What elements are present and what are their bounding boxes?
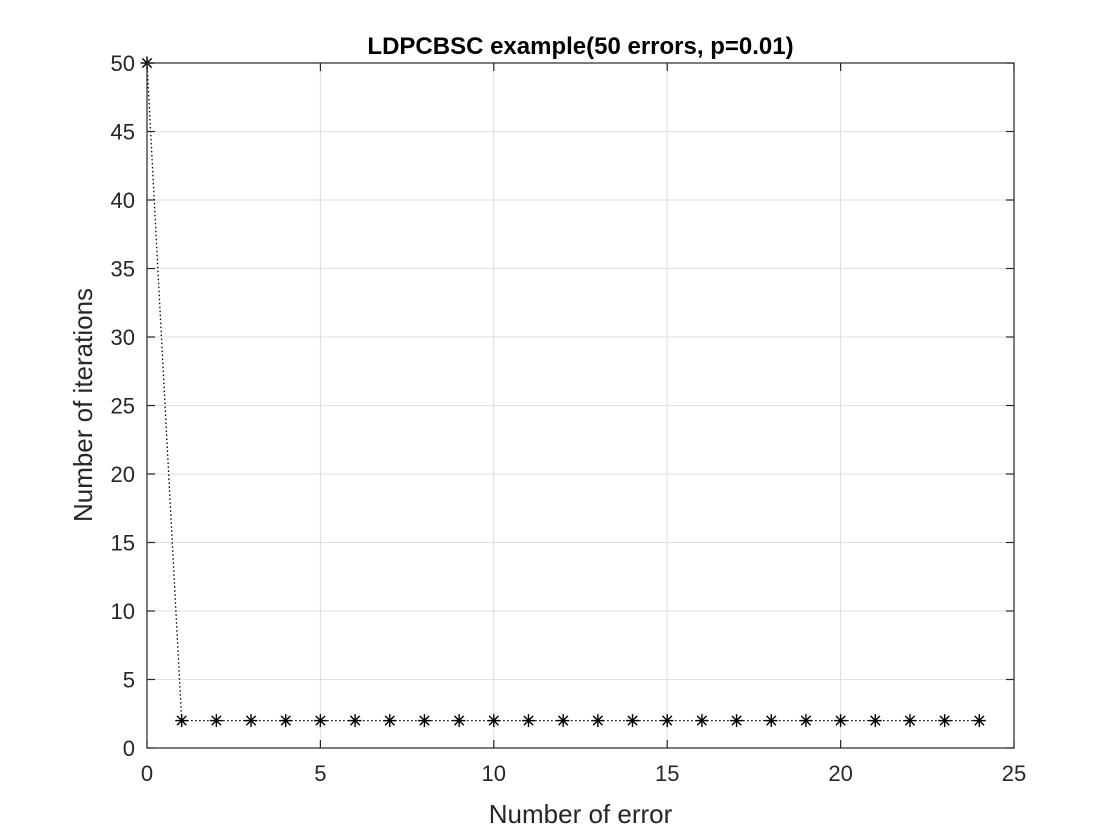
data-point-marker <box>175 714 189 728</box>
x-tick-label: 20 <box>828 761 852 786</box>
data-point-marker <box>313 714 327 728</box>
y-tick-label: 35 <box>111 257 135 282</box>
data-point-marker <box>487 714 501 728</box>
x-tick-label: 5 <box>314 761 326 786</box>
y-tick-label: 50 <box>111 51 135 76</box>
grid <box>146 62 1015 749</box>
data-point-marker <box>244 714 258 728</box>
data-point-marker <box>972 714 986 728</box>
data-point-marker <box>764 714 778 728</box>
data-point-marker <box>660 714 674 728</box>
data-point-marker <box>383 714 397 728</box>
data-point-marker <box>348 714 362 728</box>
y-tick-label: 5 <box>123 668 135 693</box>
data-point-marker <box>591 714 605 728</box>
x-tick-label: 10 <box>482 761 506 786</box>
data-point-marker <box>938 714 952 728</box>
chart-title: LDPCBSC example(50 errors, p=0.01) <box>367 33 793 60</box>
y-tick-label: 20 <box>111 462 135 487</box>
data-point-marker <box>695 714 709 728</box>
x-tick-label: 0 <box>141 761 153 786</box>
data-point-marker <box>279 714 293 728</box>
data-point-marker <box>556 714 570 728</box>
y-tick-label: 30 <box>111 325 135 350</box>
data-point-marker <box>799 714 813 728</box>
x-tick-label: 25 <box>1002 761 1026 786</box>
y-tick-label: 40 <box>111 188 135 213</box>
data-point-marker <box>903 714 917 728</box>
data-point-marker <box>626 714 640 728</box>
data-point-marker <box>209 714 223 728</box>
x-axis-label: Number of error <box>489 799 673 829</box>
data-point-marker <box>452 714 466 728</box>
data-point-marker <box>521 714 535 728</box>
ticks: 0 5 10 15 20 25 0 5 10 15 20 25 30 35 40 45 50 <box>111 51 1027 786</box>
x-tick-label: 15 <box>655 761 679 786</box>
y-tick-label: 15 <box>111 531 135 556</box>
y-tick-label: 45 <box>111 120 135 145</box>
data-point-marker <box>868 714 882 728</box>
y-tick-label: 10 <box>111 599 135 624</box>
data-point-marker <box>730 714 744 728</box>
data-point-marker <box>834 714 848 728</box>
y-axis-label: Number of iterations <box>68 288 98 522</box>
data-point-marker <box>417 714 431 728</box>
y-tick-label: 0 <box>123 736 135 761</box>
y-tick-label: 25 <box>111 394 135 419</box>
